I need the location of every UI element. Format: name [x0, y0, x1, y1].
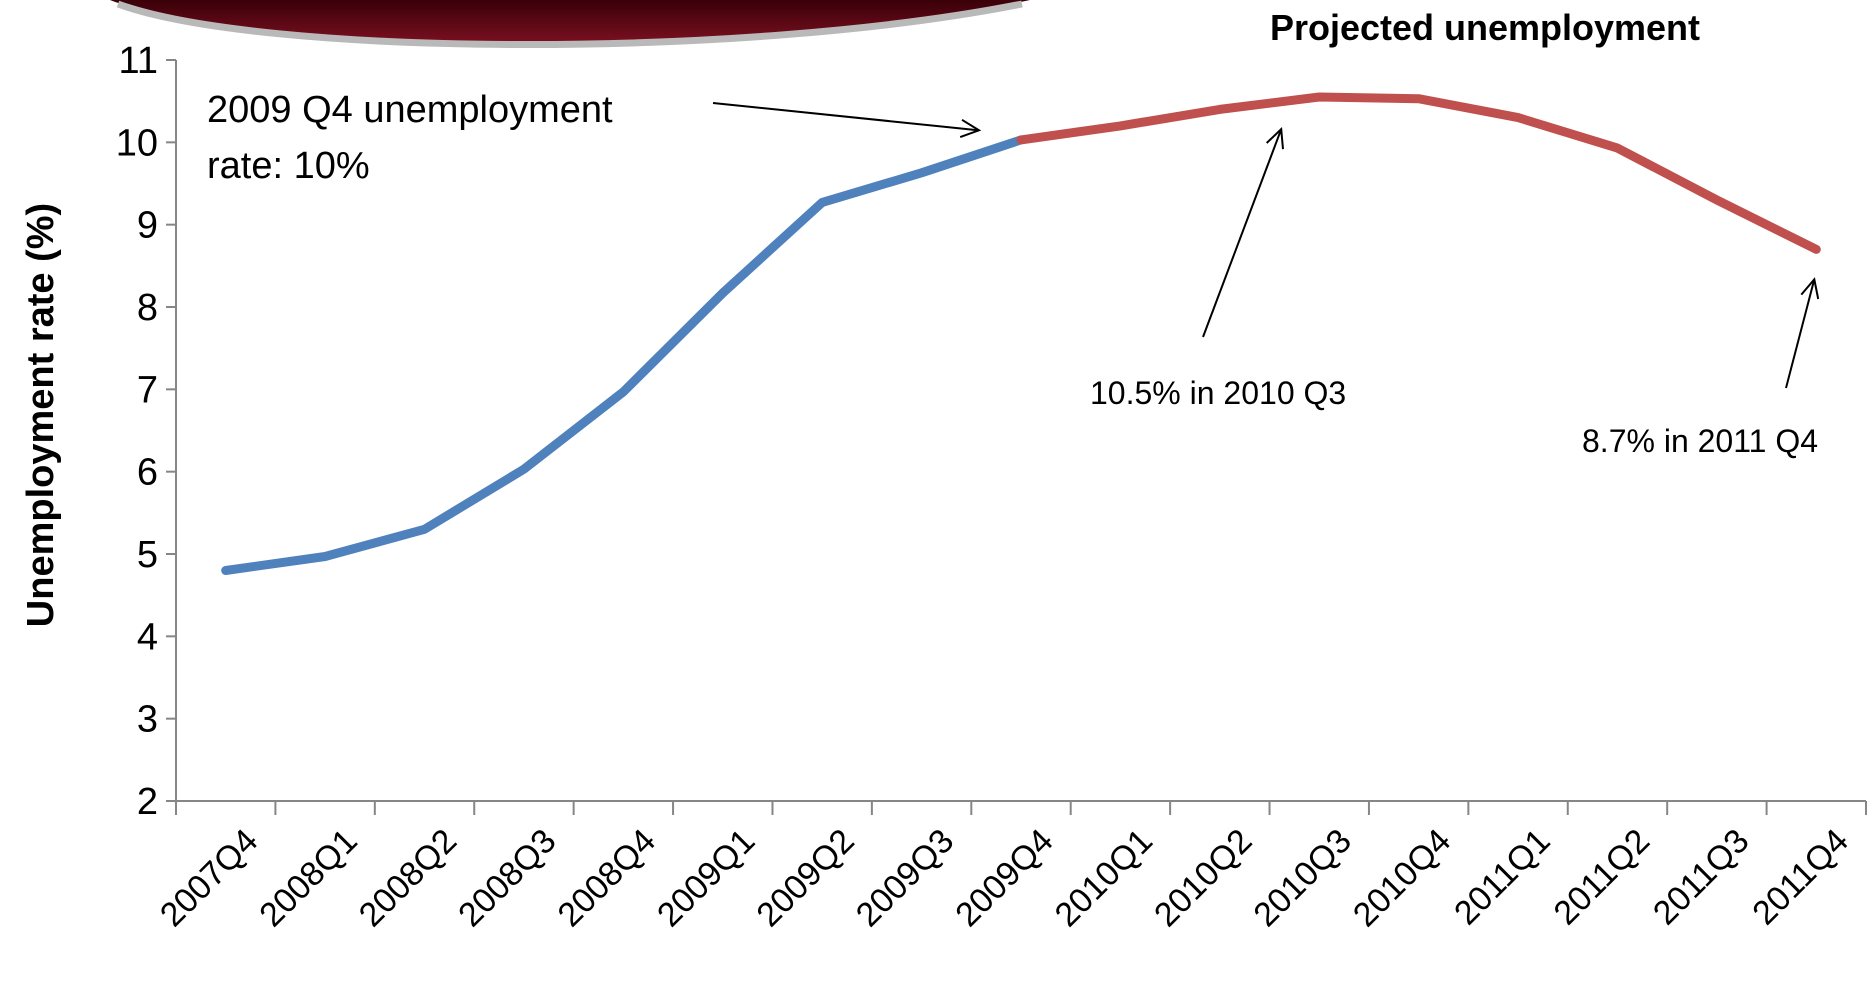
annotation-arrowhead	[1800, 277, 1820, 300]
y-tick-label: 10	[116, 122, 158, 164]
y-tick-label: 8	[137, 287, 158, 329]
y-axis: 2 3 4 5 6 7 8 9 10 11	[116, 40, 177, 823]
y-tick-label: 5	[137, 534, 158, 576]
x-tick-label: 2011Q3	[1646, 822, 1757, 933]
y-tick-label: 11	[119, 40, 158, 82]
annotation-text: rate: 10%	[207, 145, 370, 187]
x-tick-label: 2010Q1	[1048, 822, 1160, 934]
x-tick-label: 2011Q4	[1745, 822, 1856, 933]
x-tick-label: 2011Q2	[1546, 822, 1657, 933]
x-tick-label: 2008Q3	[451, 822, 563, 934]
annotation-arrowhead	[959, 118, 982, 139]
annotation-text: 8.7% in 2011 Q4	[1582, 423, 1818, 459]
annotation-text: 2009 Q4 unemployment	[207, 89, 613, 131]
annotation-text: 10.5% in 2010 Q3	[1090, 375, 1346, 411]
x-tick-label: 2008Q1	[252, 822, 364, 934]
annotation-arrow	[712, 102, 980, 132]
x-tick-label: 2009Q1	[650, 822, 762, 934]
annotation-layer: 2009 Q4 unemployment rate: 10% 10.5% in 20…	[207, 89, 1820, 459]
x-tick-label: 2010Q2	[1147, 822, 1259, 934]
y-tick-label: 9	[137, 205, 158, 247]
series-line-2	[1016, 92, 1821, 254]
x-tick-label: 2009Q3	[849, 822, 961, 934]
series-layer	[221, 92, 1821, 575]
annotation-arrow	[1202, 128, 1283, 338]
x-tick-label: 2010Q4	[1346, 822, 1458, 934]
annotation-arrowhead	[1266, 127, 1284, 150]
y-axis-label: Unemployment rate (%)	[20, 203, 62, 627]
x-axis: 2007Q42008Q12008Q22008Q32008Q42009Q12009…	[153, 800, 1867, 934]
decorative-banner	[110, 0, 1030, 44]
y-tick-label: 7	[137, 369, 158, 411]
x-tick-label: 2007Q4	[153, 822, 265, 934]
series-line-1	[221, 135, 1026, 575]
x-tick-label: 2009Q4	[948, 822, 1060, 934]
y-tick-label: 4	[137, 616, 158, 658]
y-tick-label: 6	[137, 452, 158, 494]
decorative-banner-rim	[116, 0, 1023, 49]
x-tick-label: 2009Q2	[749, 822, 861, 934]
y-tick-label: 3	[137, 699, 158, 741]
chart-title: Projected unemployment	[1270, 7, 1700, 48]
x-tick-label: 2008Q4	[551, 822, 663, 934]
x-tick-label: 2010Q3	[1246, 822, 1358, 934]
x-tick-label: 2008Q2	[352, 822, 464, 934]
annotation-arrow	[1785, 279, 1816, 389]
x-tick-label: 2011Q1	[1447, 822, 1558, 933]
y-tick-label: 2	[137, 781, 158, 823]
